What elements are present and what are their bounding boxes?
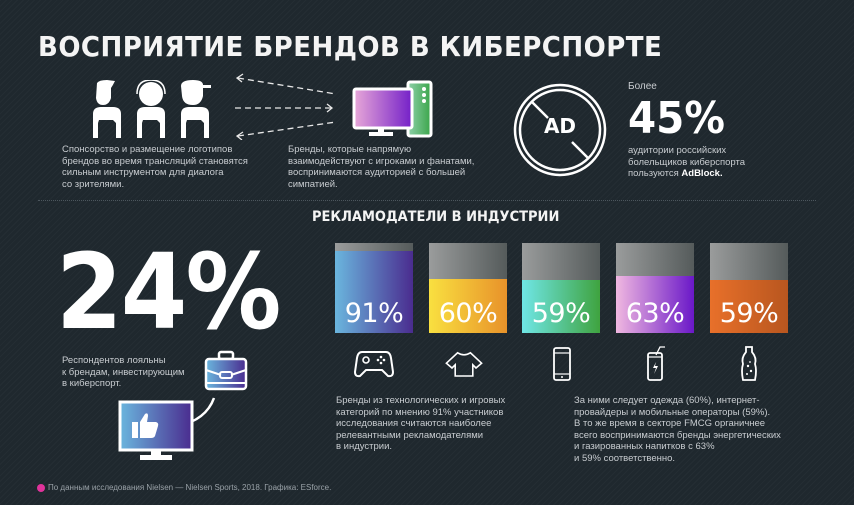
adblock-text: аудитории российских болельщиков киберсп…: [628, 145, 745, 180]
text-line: взаимодействуют с игроками и фанатами,: [288, 155, 475, 167]
soda-bottle-icon: [741, 346, 757, 381]
text-line: в индустрии.: [336, 441, 393, 453]
text-line: сильным инструментом для диалога: [62, 167, 224, 179]
bar-value-label: 60%: [438, 298, 498, 329]
text-line: пользуются AdBlock.: [628, 168, 745, 180]
bar-telecom: 59%: [522, 243, 600, 333]
bar-fill: [616, 276, 694, 333]
gamepad-icon: [354, 351, 394, 378]
footer-bullet-icon: [37, 484, 45, 492]
text-line: В то же время в секторе FMCG органичнее: [574, 418, 766, 430]
interaction-arrows-icon: [235, 73, 337, 140]
text-line: исследования считаются наиболее: [336, 418, 492, 430]
text-line: релевантными рекламодателями: [336, 429, 484, 441]
brands-text: Бренды, которые напрямую взаимодействуют…: [288, 144, 474, 190]
text-line: всего воспринимаются бренды энергетическ…: [574, 429, 781, 441]
text-line: провайдеры и мобильные операторы (59%).: [574, 406, 771, 418]
text-line: и газированных напитков с 63%: [574, 441, 715, 453]
text-fragment: пользуются: [628, 168, 682, 180]
text-line: в киберспорт.: [62, 378, 122, 390]
text-line: Спонсорство и размещение логотипов: [62, 144, 233, 155]
text-line: аудитории российских: [628, 145, 727, 156]
source-footnote: По данным исследования Nielsen — Nielsen…: [48, 483, 332, 492]
bar-energy-drinks: 63%: [616, 243, 694, 333]
loyalty-text: Респондентов лояльны к брендам, инвестир…: [62, 355, 185, 390]
bar-value-label: 63%: [625, 298, 685, 329]
adblock-brand: AdBlock.: [681, 168, 723, 180]
bar-fill: [335, 251, 413, 333]
bar-value-label: 59%: [531, 298, 591, 329]
bar-fill: [710, 279, 788, 333]
bar-soda: 59%: [710, 243, 788, 333]
bar-technology-games: 91%: [335, 243, 413, 333]
bar-value-label: 91%: [344, 298, 404, 329]
adblock-stat: 45%: [628, 93, 725, 144]
sponsorship-text: Спонсорство и размещение логотипов бренд…: [62, 144, 248, 190]
text-line: Респондентов лояльны: [62, 355, 166, 366]
investment-to-loyalty-icon: [118, 350, 248, 460]
text-line: со зрителями.: [62, 178, 125, 190]
text-line: Бренды из технологических и игровых: [336, 395, 506, 406]
no-ads-icon: [513, 83, 607, 177]
computer-icon: [352, 80, 433, 138]
smartphone-icon: [553, 347, 571, 381]
text-line: болельщиков киберспорта: [628, 156, 746, 168]
text-line: За ними следует одежда (60%), интернет-: [574, 395, 760, 406]
viewers-icon: [93, 80, 211, 138]
loyalty-stat: 24%: [56, 231, 281, 353]
text-line: категорий по мнению 91% участников: [336, 406, 504, 418]
bar-fill: [522, 279, 600, 333]
advertisers-title: РЕКЛАМОДАТЕЛИ В ИНДУСТРИИ: [312, 209, 560, 225]
page-title: ВОСПРИЯТИЕ БРЕНДОВ В КИБЕРСПОРТЕ: [38, 30, 663, 63]
text-line: симпатией.: [288, 178, 338, 190]
ad-label: AD: [543, 114, 577, 138]
text-line: брендов во время трансляций становятся: [62, 155, 248, 167]
bar-clothing: 60%: [429, 243, 507, 333]
text-line: и 59% соответственно.: [574, 452, 676, 464]
bar-value-label: 59%: [719, 298, 779, 329]
section-divider: [38, 200, 816, 201]
tshirt-icon: [445, 351, 483, 377]
adblock-prefix: Более: [628, 81, 657, 92]
text-line: воспринимаются аудиторией с большей: [288, 167, 466, 179]
text-line: к брендам, инвестирующим: [62, 366, 185, 378]
advertisers-desc-right: За ними следует одежда (60%), интернет- …: [574, 395, 781, 465]
advertisers-desc-left: Бренды из технологических и игровых кате…: [336, 395, 505, 453]
bar-fill: [429, 279, 507, 333]
energy-drink-can-icon: [647, 346, 665, 381]
text-line: Бренды, которые напрямую: [288, 144, 412, 155]
